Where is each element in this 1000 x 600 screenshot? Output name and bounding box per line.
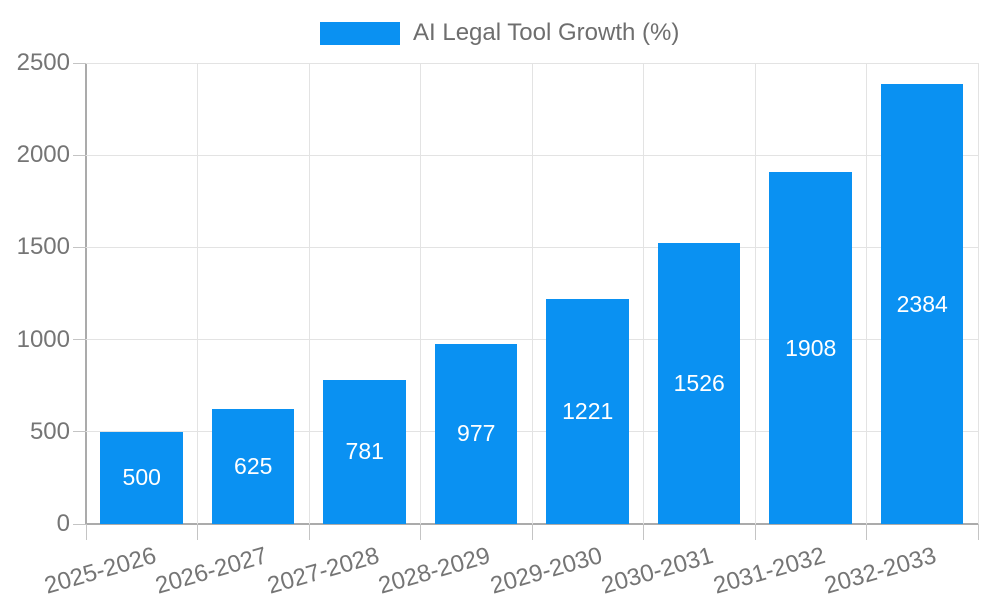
- x-gridline: [308, 63, 310, 524]
- x-tick-label: 2032-2033: [821, 542, 940, 600]
- x-tick: [85, 524, 87, 540]
- bar-value-label: 500: [122, 464, 161, 491]
- x-tick: [531, 524, 533, 540]
- y-tick: [73, 154, 86, 156]
- x-gridline: [643, 63, 644, 524]
- bar-value-label: 625: [234, 452, 273, 479]
- x-tick: [420, 524, 421, 540]
- x-gridline: [866, 63, 867, 524]
- legend: AI Legal Tool Growth (%): [320, 19, 679, 47]
- legend-label: AI Legal Tool Growth (%): [413, 19, 680, 46]
- y-tick: [73, 62, 86, 64]
- y-tick-label: 2500: [16, 49, 70, 76]
- x-gridline: [531, 63, 533, 524]
- plot-area: 500 625 781 977 1221 1526 1908 2384: [73, 62, 979, 540]
- x-tick: [643, 524, 644, 540]
- y-axis-line: [85, 63, 87, 524]
- bar-value-label: 1221: [562, 397, 614, 424]
- y-tick-label: 2000: [16, 141, 70, 169]
- x-tick: [754, 524, 756, 540]
- bar-value-label: 977: [457, 420, 496, 447]
- x-gridline: [420, 63, 421, 524]
- bar-2032-2033: 2384: [880, 84, 964, 524]
- bar-value-label: 781: [345, 438, 384, 465]
- x-tick-label: 2025-2026: [41, 542, 160, 600]
- x-tick: [197, 524, 198, 540]
- y-tick-label: 1000: [16, 325, 70, 353]
- x-gridline: [754, 63, 756, 524]
- bar-2026-2027: 625: [211, 408, 295, 524]
- y-tick-label: 0: [56, 510, 70, 537]
- y-tick-label: 500: [29, 417, 70, 445]
- legend-swatch-icon: [320, 21, 400, 45]
- x-tick-label: 2031-2032: [710, 542, 829, 600]
- x-tick-label: 2030-2031: [598, 542, 717, 600]
- bar-2027-2028: 781: [323, 379, 406, 524]
- y-tick: [73, 523, 86, 525]
- x-tick-label: 2029-2030: [487, 542, 606, 600]
- bar-2029-2030: 1221: [546, 298, 629, 524]
- y-tick: [73, 431, 86, 433]
- y-tick: [73, 246, 86, 248]
- bar-value-label: 1908: [785, 334, 837, 361]
- bar-2031-2032: 1908: [769, 172, 852, 524]
- y-tick-label: 1500: [16, 233, 70, 261]
- y-tick: [73, 339, 86, 341]
- x-tick-label: 2026-2027: [152, 542, 271, 600]
- bar-value-label: 1526: [673, 369, 725, 396]
- bar-2028-2029: 977: [434, 343, 518, 524]
- x-tick: [977, 524, 979, 540]
- bar-value-label: 2384: [896, 290, 948, 317]
- x-tick: [308, 524, 310, 540]
- bar-2030-2031: 1526: [657, 242, 741, 524]
- x-tick-label: 2028-2029: [375, 542, 494, 600]
- bar-2025-2026: 500: [100, 431, 183, 524]
- x-gridline: [197, 63, 198, 524]
- x-tick-label: 2027-2028: [264, 542, 383, 600]
- x-tick: [866, 524, 867, 540]
- x-gridline: [977, 63, 979, 524]
